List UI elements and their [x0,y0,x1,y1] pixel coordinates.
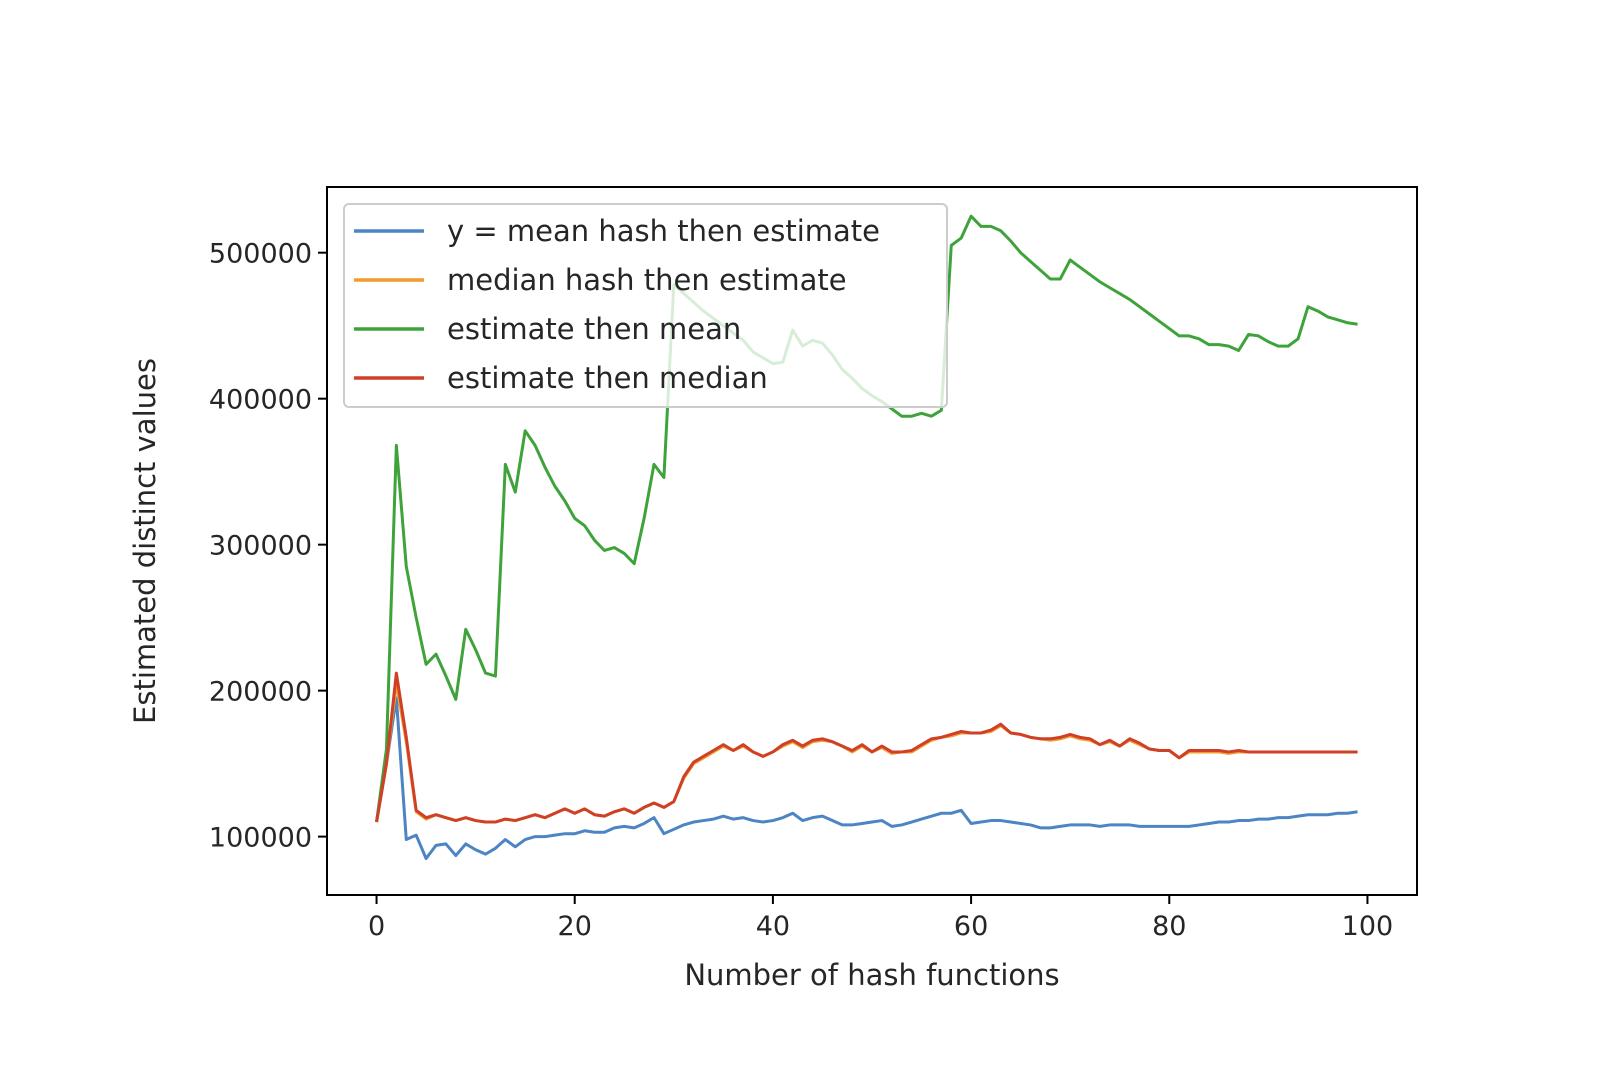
y-tick-label: 100000 [209,823,312,854]
axes: 0 20 40 60 80 100 100000 200000 300000 400000 5000… [209,186,1418,942]
series-line-y-mean-hash-then-estimate [375,696,1358,861]
y-tick-label: 400000 [209,385,312,416]
y-axis-label: Estimated distinct values [128,358,162,724]
legend: y = mean hash then estimate median hash t… [343,203,948,408]
legend-entry-label: median hash then estimate [447,263,847,297]
x-axis-label: Number of hash functions [684,958,1059,992]
x-tick-label: 20 [558,911,592,942]
legend-entry-label: y = mean hash then estimate [447,214,880,248]
legend-entry-label: estimate then mean [447,312,741,346]
axes-frame [326,186,1418,896]
x-tick-label: 80 [1152,911,1186,942]
legend-entry-label: estimate then median [447,361,768,395]
legend-box [343,203,948,408]
y-tick-label: 500000 [209,239,312,270]
x-tick-label: 40 [756,911,790,942]
x-tick-label: 60 [954,911,988,942]
x-tick-label: 100 [1342,911,1394,942]
y-tick-label: 200000 [209,677,312,708]
x-tick-label: 0 [368,911,385,942]
y-tick-label: 300000 [209,531,312,562]
series-line-estimate-then-median [375,671,1358,824]
